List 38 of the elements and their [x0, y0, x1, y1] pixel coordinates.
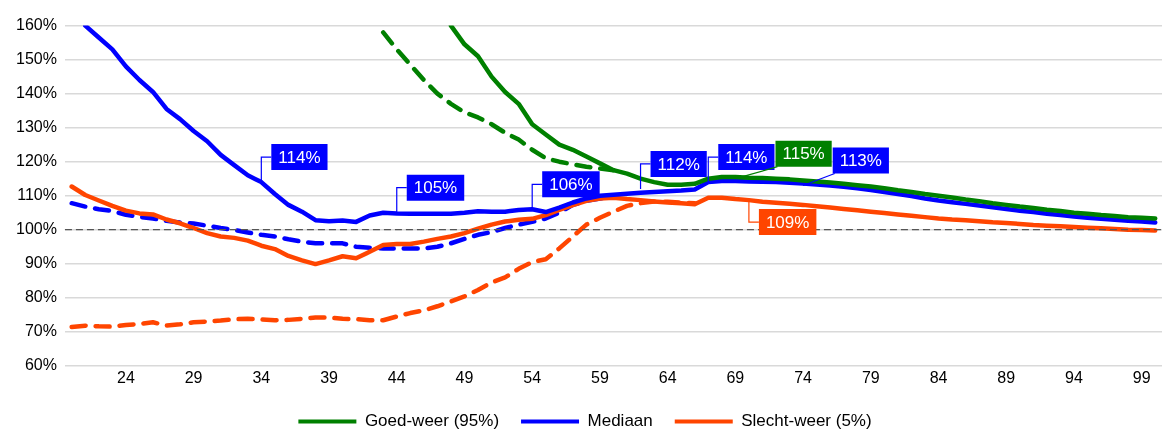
x-tick-label: 74 — [794, 368, 813, 386]
annotation: 113% — [839, 151, 882, 171]
y-tick-label: 100% — [16, 220, 57, 238]
x-tick-label: 89 — [997, 368, 1016, 386]
y-tick-label: 120% — [16, 152, 57, 170]
legend-label: Mediaan — [587, 411, 653, 431]
y-tick-label: 60% — [24, 356, 57, 374]
x-tick-label: 69 — [726, 368, 745, 386]
annotation: 105% — [413, 178, 458, 198]
x-tick-label: 54 — [523, 368, 542, 386]
x-tick-label: 99 — [1132, 368, 1151, 386]
x-tick-label: 79 — [861, 368, 880, 386]
x-tick-label: 49 — [455, 368, 474, 386]
legend-label: Slecht-weer (5%) — [741, 411, 872, 431]
x-tick-label: 59 — [591, 368, 609, 386]
annotation: 112% — [657, 154, 700, 174]
x-tick-label: 34 — [252, 368, 271, 386]
x-tick-label: 94 — [1065, 368, 1083, 386]
x-tick-label: 64 — [658, 368, 677, 386]
x-tick-label: 24 — [116, 368, 135, 386]
y-tick-label: 140% — [16, 84, 57, 102]
y-tick-label: 150% — [16, 50, 57, 68]
annotation: 114% — [278, 147, 321, 167]
y-tick-label: 160% — [16, 16, 57, 34]
x-tick-label: 44 — [387, 368, 406, 386]
y-tick-label: 110% — [17, 186, 57, 204]
x-tick-label: 29 — [184, 368, 203, 386]
y-tick-label: 70% — [24, 322, 57, 340]
x-tick-label: 84 — [929, 368, 948, 386]
y-tick-label: 80% — [24, 288, 57, 306]
y-tick-label: 130% — [16, 118, 57, 136]
annotation: 114% — [725, 147, 768, 167]
legend-label: Goed-weer (95%) — [364, 411, 500, 431]
annotation: 109% — [765, 212, 810, 232]
y-tick-label: 90% — [24, 254, 57, 272]
x-tick-label: 39 — [320, 368, 339, 386]
annotation: 115% — [782, 144, 825, 164]
annotation: 106% — [549, 175, 593, 194]
